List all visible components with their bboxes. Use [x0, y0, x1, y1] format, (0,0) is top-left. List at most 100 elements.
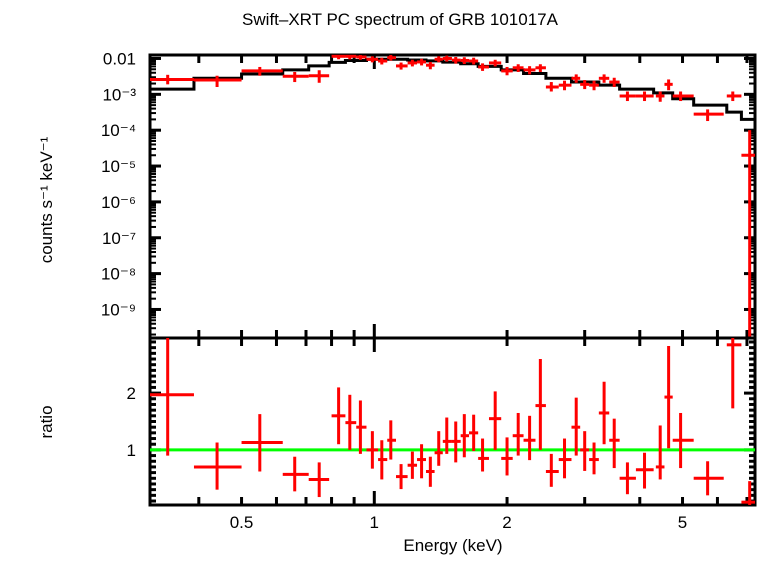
y-tick-label: 10⁻⁶ [101, 193, 136, 212]
ratio-point [407, 451, 418, 479]
x-tick-label: 2 [502, 513, 511, 532]
ratio-point [672, 412, 694, 469]
data-point [150, 74, 194, 85]
y-tick-label: 10⁻⁴ [101, 121, 136, 140]
data-point [426, 61, 435, 70]
ratio-point [193, 442, 242, 490]
x-tick-labels: 0.5 1 2 5 [230, 513, 688, 532]
y-tick-label: 2 [127, 384, 136, 403]
spectrum-y-ticks: 0.01 10⁻³ 10⁻⁴ 10⁻⁵ 10⁻⁶ 10⁻⁷ 10⁻⁸ 10⁻⁹ [101, 49, 755, 336]
ratio-point [523, 415, 536, 461]
data-point [558, 80, 572, 91]
spectrum-y-label: counts s⁻¹ keV⁻¹ [37, 136, 56, 263]
ratio-point [331, 387, 346, 445]
data-point [434, 56, 443, 63]
y-tick-label: 1 [127, 441, 136, 460]
x-tick-label: 1 [370, 513, 379, 532]
ratio-point [241, 414, 283, 472]
ratio-point [693, 461, 724, 496]
ratio-point [308, 462, 330, 498]
ratio-frame [148, 336, 757, 507]
ratio-point [345, 394, 357, 450]
data-point [356, 55, 367, 60]
ratio-point [282, 456, 309, 492]
ratio-point [619, 462, 636, 495]
spectrum-x-ticks [197, 55, 749, 338]
ratio-point [741, 481, 755, 505]
model-curve [150, 57, 755, 121]
ratio-point [442, 417, 452, 454]
data-point [655, 91, 665, 102]
ratio-point [387, 420, 397, 460]
chart-title: Swift–XRT PC spectrum of GRB 101017A [242, 10, 559, 29]
ratio-point [501, 437, 513, 476]
y-tick-label: 10⁻⁸ [101, 265, 136, 284]
data-point [726, 91, 742, 102]
ratio-point [589, 442, 599, 475]
data-point [619, 91, 636, 102]
x-axis-label: Energy (keV) [403, 536, 502, 555]
ratio-point [545, 453, 559, 487]
ratio-point [478, 438, 489, 472]
data-point [241, 66, 283, 76]
data-point [693, 109, 724, 122]
ratio-point [469, 414, 479, 452]
x-tick-label: 5 [678, 513, 687, 532]
data-point [672, 91, 694, 102]
ratio-y-label: ratio [37, 405, 56, 438]
data-point [193, 75, 242, 88]
data-point [741, 130, 755, 338]
model-step-line [150, 57, 755, 121]
data-point [345, 54, 357, 60]
ratio-point [655, 425, 665, 480]
ratio-point [598, 381, 610, 445]
data-point [598, 74, 610, 83]
ratio-point [451, 421, 461, 463]
ratio-point [426, 456, 435, 487]
ratio-point [664, 345, 673, 449]
data-point [331, 54, 346, 60]
ratio-data-points [150, 338, 755, 505]
data-point [635, 91, 654, 102]
ratio-point [726, 338, 742, 409]
data-point [387, 55, 397, 61]
ratio-point [571, 397, 581, 456]
ratio-point [558, 438, 572, 479]
y-tick-label: 0.01 [103, 49, 136, 68]
data-point [664, 79, 673, 91]
data-point [282, 71, 309, 83]
data-point [571, 74, 581, 83]
y-tick-label: 10⁻³ [102, 85, 136, 104]
data-point [512, 64, 524, 72]
data-point [523, 66, 536, 75]
data-point [469, 57, 479, 65]
data-point [396, 62, 408, 70]
ratio-point [635, 452, 654, 489]
ratio-point [609, 418, 620, 469]
data-point [488, 59, 502, 67]
ratio-panel: 12 ratio [37, 336, 757, 507]
ratio-point [356, 400, 367, 454]
ratio-point [434, 431, 443, 466]
data-point [407, 59, 418, 67]
data-point [580, 80, 590, 90]
data-point [378, 57, 388, 65]
ratio-y-ticks: 12 [127, 340, 755, 503]
data-point [366, 56, 379, 63]
data-point [442, 55, 452, 62]
data-point [589, 80, 599, 91]
ratio-point [535, 359, 546, 450]
ratio-point [150, 338, 194, 456]
data-point [609, 77, 620, 88]
data-point [417, 58, 427, 66]
ratio-point [366, 431, 379, 469]
spectrum-panel: 0.01 10⁻³ 10⁻⁴ 10⁻⁵ 10⁻⁶ 10⁻⁷ 10⁻⁸ 10⁻⁹ counts … [37, 49, 757, 340]
ratio-point [417, 444, 427, 479]
ratio-point [378, 440, 388, 480]
y-tick-label: 10⁻⁷ [102, 229, 136, 248]
ratio-x-ticks [197, 338, 749, 505]
ratio-point [396, 464, 408, 490]
data-point [460, 57, 470, 65]
data-point [451, 56, 461, 64]
